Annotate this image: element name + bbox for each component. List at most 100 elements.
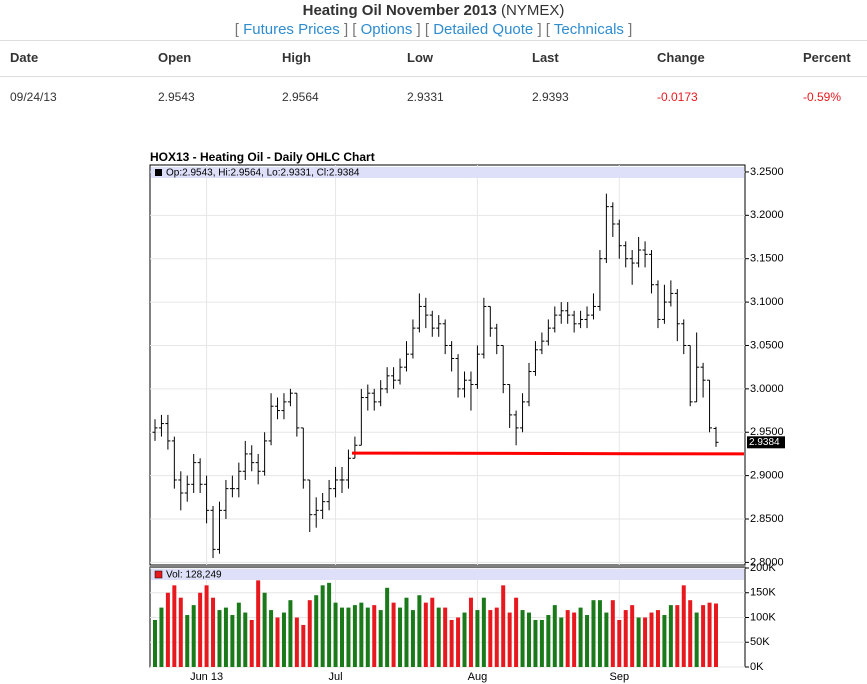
volume-bar: [153, 619, 157, 667]
last-price-tag: [747, 436, 785, 449]
volume-bar: [288, 600, 293, 667]
volume-bar: [211, 597, 216, 667]
y-tick-label: 3.2500: [750, 166, 784, 178]
volume-bar: [597, 600, 602, 667]
volume-bar: [159, 607, 164, 667]
volume-bar: [514, 597, 519, 667]
volume-bar: [185, 615, 190, 667]
volume-bar: [572, 612, 577, 667]
cell: 2.9393: [532, 90, 569, 104]
last-price-label: 2.9384: [749, 437, 780, 448]
x-tick-label: Sep: [609, 671, 629, 683]
volume-bar: [217, 610, 222, 667]
price-panel: [149, 164, 746, 566]
volume-bar: [456, 617, 461, 667]
volume-bar: [378, 610, 383, 667]
y-tick-label: 3.2000: [750, 209, 784, 221]
volume-legend: Vol: 128,249: [166, 570, 222, 581]
divider: [0, 40, 867, 41]
volume-bar: [178, 597, 183, 667]
y-tick-label: 2.9000: [750, 470, 784, 482]
volume-bar: [333, 602, 338, 667]
volume-bar: [262, 592, 267, 667]
volume-bar: [546, 615, 551, 667]
bracket: ]: [628, 21, 633, 38]
support-line: [351, 451, 745, 456]
volume-bar: [610, 600, 615, 667]
volume-bar: [655, 610, 660, 667]
volume-bar: [340, 607, 344, 667]
y-tick-label: 200K: [750, 562, 776, 574]
volume-bar: [520, 610, 525, 667]
legend-strip: [151, 167, 744, 178]
y-tick-label: 2.8500: [750, 513, 784, 525]
volume-bar: [501, 585, 506, 667]
volume-bar: [320, 585, 325, 667]
legend-swatch: [155, 169, 162, 176]
volume-bar: [385, 587, 390, 667]
y-tick-label: 3.0500: [750, 339, 784, 351]
nav-link[interactable]: Detailed Quote: [433, 21, 534, 38]
volume-bar: [172, 585, 177, 667]
volume-bar: [372, 605, 377, 667]
volume-bar: [352, 605, 357, 667]
y-tick-label: 100K: [750, 611, 776, 623]
volume-bar: [430, 597, 435, 667]
volume-bar: [223, 607, 228, 667]
volume-bar: [294, 617, 299, 667]
nav-link[interactable]: Technicals: [553, 21, 624, 38]
volume-bar: [314, 595, 319, 667]
volume-bar: [565, 610, 570, 667]
volume-bar: [327, 582, 332, 667]
volume-bar: [204, 585, 209, 667]
volume-bar: [494, 607, 499, 667]
column-header: Open: [158, 50, 192, 65]
volume-bar: [559, 617, 564, 667]
y-tick-label: 2.9500: [750, 426, 784, 438]
volume-bar: [275, 617, 280, 667]
volume-bar: [533, 619, 538, 667]
bracket: [: [352, 21, 357, 38]
volume-bar: [468, 597, 473, 667]
volume-bar: [481, 597, 486, 667]
y-tick-label: 150K: [750, 587, 776, 599]
volume-bar: [623, 610, 628, 667]
volume-bar: [668, 605, 673, 667]
column-header: Percent: [803, 50, 851, 65]
cell: 2.9543: [158, 90, 195, 104]
volume-bar: [630, 605, 635, 667]
volume-bar: [346, 607, 351, 667]
nav-link[interactable]: Options: [360, 21, 413, 38]
volume-bar: [552, 605, 557, 667]
volume-bar: [365, 607, 370, 667]
volume-bar: [662, 615, 667, 667]
volume-bar: [398, 607, 403, 667]
volume-bar: [301, 624, 306, 667]
cell: -0.0173: [657, 90, 698, 104]
volume-bar: [675, 605, 680, 667]
cell: -0.59%: [803, 90, 842, 104]
column-header: High: [282, 50, 311, 65]
volume-bar: [443, 607, 448, 667]
bracket: ]: [537, 21, 542, 38]
volume-bar: [236, 602, 241, 667]
chart-title: HOX13 - Heating Oil - Daily OHLC Chart: [150, 150, 375, 164]
volume-bar: [636, 617, 641, 667]
legend-strip: [151, 569, 744, 580]
volume-bar: [198, 592, 203, 667]
volume-bar: [191, 605, 196, 667]
nav-link[interactable]: Futures Prices: [243, 21, 340, 38]
ohlc-legend: Op:2.9543, Hi:2.9564, Lo:2.9331, Cl:2.93…: [166, 168, 360, 179]
legend-swatch: [154, 570, 163, 579]
volume-bar: [281, 612, 286, 667]
volume-bar: [391, 602, 396, 667]
volume-bar: [707, 602, 712, 667]
page-title: Heating Oil November 2013 (NYMEX): [0, 2, 867, 19]
volume-bar: [404, 597, 409, 667]
volume-bar: [701, 605, 706, 667]
column-header: Last: [532, 50, 559, 65]
bracket: ]: [416, 21, 421, 38]
volume-bar: [643, 617, 648, 667]
